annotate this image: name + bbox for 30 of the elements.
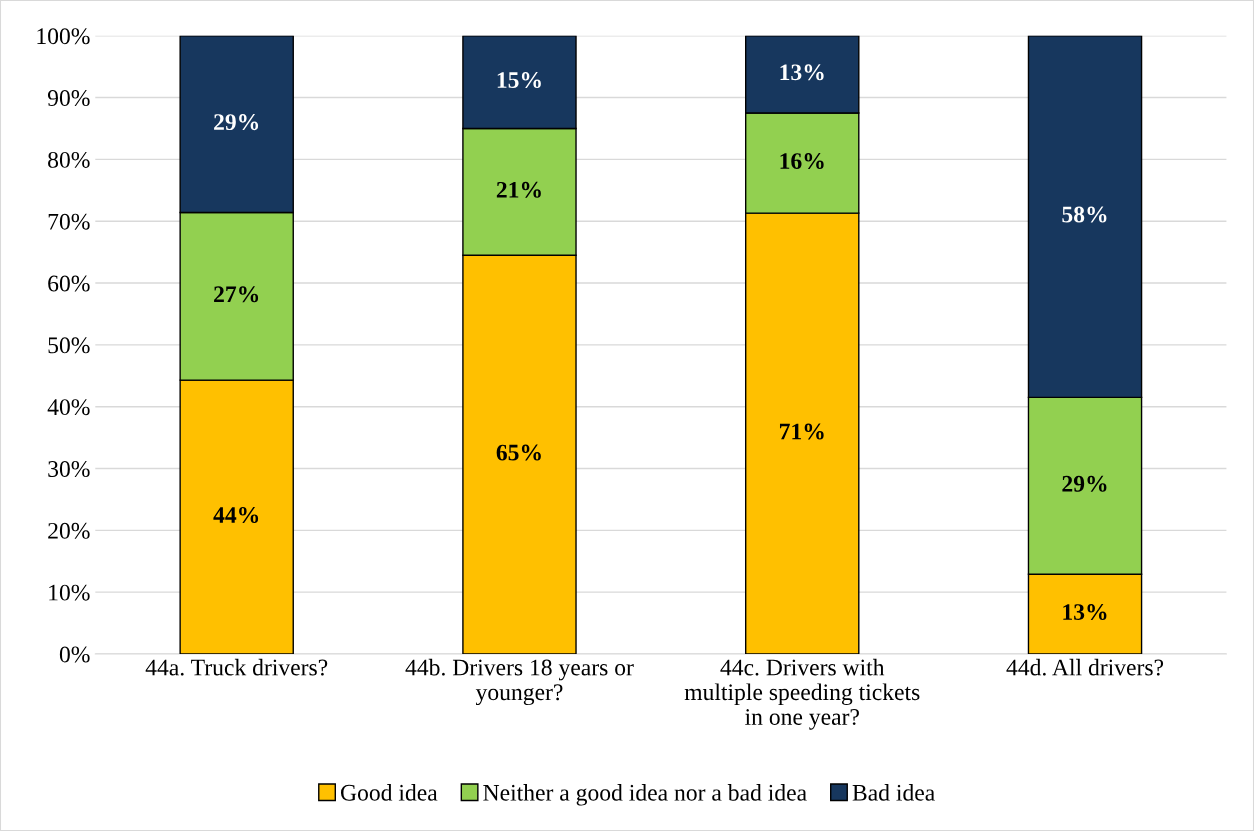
legend-label: Good idea (340, 784, 438, 801)
x-tick-label: 44b. Drivers 18 years or younger? (405, 658, 634, 706)
data-label: 29% (214, 114, 259, 131)
data-label: 27% (214, 286, 259, 303)
y-tick-label: 10% (49, 584, 90, 601)
data-label: 58% (1062, 206, 1107, 223)
y-tick-label: 30% (48, 461, 90, 478)
data-label: 21% (496, 181, 541, 198)
x-tick-label: 44d. All drivers? (1006, 658, 1164, 676)
y-tick-label: 100% (37, 28, 90, 45)
data-label: 71% (779, 423, 824, 440)
legend-label: Bad idea (852, 784, 935, 801)
y-tick-label: 90% (47, 90, 90, 107)
data-label: 15% (497, 72, 541, 89)
y-tick-label: 0% (59, 646, 90, 663)
data-label: 29% (1062, 475, 1107, 492)
y-tick-label: 50% (48, 337, 90, 354)
x-tick-label: 44c. Drivers with multiple speeding tickets in one year? (684, 658, 920, 730)
data-label: 13% (1063, 604, 1107, 621)
data-label: 16% (780, 153, 824, 170)
x-tick-label: 44a. Truck drivers? (145, 658, 328, 676)
data-label: 44% (213, 507, 259, 524)
y-tick-label: 80% (48, 151, 90, 168)
y-tick-label: 40% (47, 399, 90, 416)
data-label: 13% (780, 64, 824, 81)
y-tick-label: 20% (48, 522, 90, 539)
y-tick-label: 70% (48, 213, 90, 230)
legend-label: Neither a good idea nor a bad idea (483, 784, 807, 806)
y-tick-label: 60% (48, 275, 90, 292)
data-label: 65% (496, 444, 541, 461)
